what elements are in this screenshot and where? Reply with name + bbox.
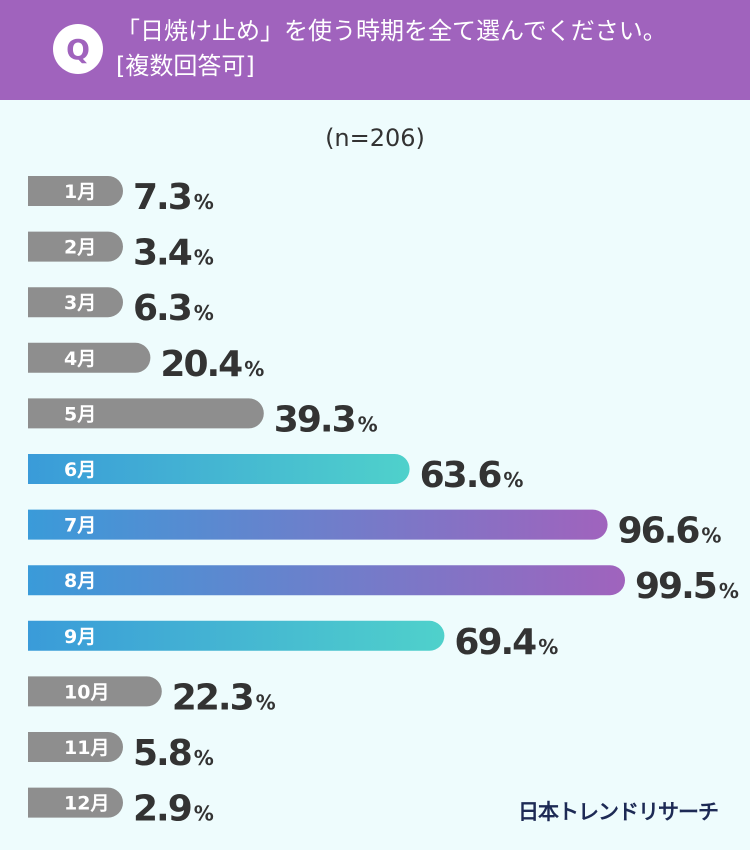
bar-9	[28, 620, 445, 651]
bar-8	[28, 565, 625, 596]
question-line-2: [複数回答可]	[116, 52, 255, 80]
question-header: Q 「日焼け止め」を使う時期を全て選んでください。 [複数回答可]	[0, 0, 750, 100]
category-label: 3月	[64, 292, 96, 314]
category-label: 1月	[64, 181, 96, 203]
category-label: 6月	[64, 459, 96, 481]
category-label: 2月	[64, 237, 96, 259]
value-label: 3.4%	[133, 233, 214, 274]
category-label: 11月	[64, 737, 109, 759]
bar-5	[28, 398, 264, 429]
value-label: 63.6%	[420, 455, 524, 496]
category-label: 4月	[64, 348, 96, 370]
bar-1	[28, 176, 123, 206]
bar-7	[28, 509, 608, 540]
value-label: 6.3%	[133, 288, 214, 329]
bar-11	[28, 732, 123, 762]
question-text: 「日焼け止め」を使う時期を全て選んでください。 [複数回答可]	[116, 14, 736, 84]
value-label: 2.9%	[133, 789, 214, 830]
bar-6	[28, 454, 410, 484]
brand-logo-text: 日本トレンドリサーチ	[518, 800, 719, 824]
value-label: 20.4%	[160, 344, 264, 385]
value-label: 39.3%	[274, 399, 378, 440]
value-label: 96.6%	[618, 511, 722, 552]
question-badge: Q	[53, 24, 103, 74]
bar-4	[28, 342, 151, 373]
category-label: 10月	[64, 681, 109, 703]
value-label: 7.3%	[133, 177, 214, 218]
category-label: 7月	[64, 515, 96, 537]
value-label: 5.8%	[133, 733, 214, 774]
bar-12	[28, 787, 124, 818]
category-label: 9月	[64, 626, 96, 648]
category-label: 8月	[64, 570, 96, 592]
sample-size-label: (n=206)	[325, 124, 425, 152]
category-label: 5月	[64, 403, 96, 425]
value-label: 69.4%	[454, 622, 558, 663]
value-label: 99.5%	[635, 566, 739, 607]
bar-10	[28, 676, 162, 707]
category-label: 12月	[64, 793, 109, 815]
value-label: 22.3%	[172, 677, 276, 718]
bar-3	[28, 287, 124, 318]
question-line-1: 「日焼け止め」を使う時期を全て選んでください。	[116, 17, 667, 45]
bar-2	[28, 231, 123, 262]
